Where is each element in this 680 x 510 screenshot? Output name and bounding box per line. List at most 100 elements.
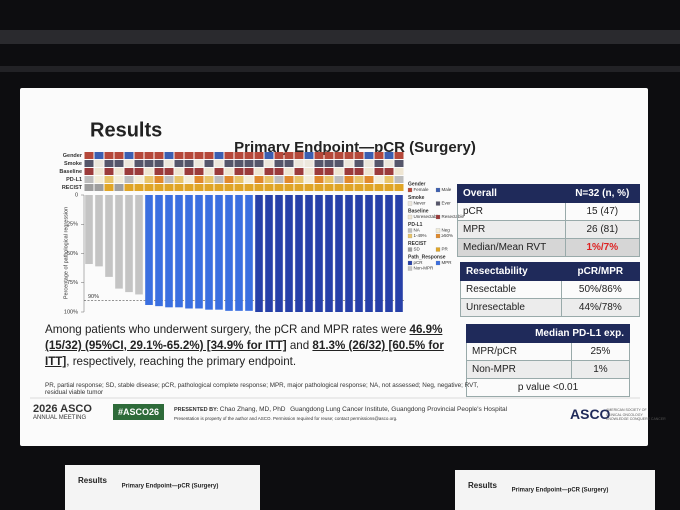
track-cell xyxy=(264,176,274,183)
track-cell xyxy=(254,152,264,159)
track-cell xyxy=(374,160,384,167)
track-cell xyxy=(344,160,354,167)
track-cell xyxy=(184,160,194,167)
bar xyxy=(235,195,243,311)
track-cell xyxy=(264,184,274,191)
legend-title: Path_Response xyxy=(408,254,446,260)
bar xyxy=(195,195,203,309)
track-cell xyxy=(114,168,124,175)
legend-swatch xyxy=(407,201,413,206)
track-cell xyxy=(304,176,314,183)
track-cell xyxy=(204,168,214,175)
y-tick-label: 75% xyxy=(67,280,78,286)
track-cell xyxy=(104,184,114,191)
legend-title: Gender xyxy=(408,181,426,187)
thumb-title: Primary Endpoint—pCR (Surgery) xyxy=(512,488,609,494)
track-cell xyxy=(84,152,94,159)
track-cell xyxy=(214,176,224,183)
cell: 50%/86% xyxy=(560,280,641,299)
track-cell xyxy=(304,168,314,175)
track-cell xyxy=(104,152,114,159)
thumb-section: Results xyxy=(78,476,107,485)
legend-swatch xyxy=(435,187,441,193)
track-cell xyxy=(274,184,284,191)
track-cell xyxy=(174,176,184,183)
cell: 26 (81) xyxy=(564,220,641,239)
track-cell xyxy=(334,168,344,175)
bar xyxy=(315,195,323,312)
track-cell xyxy=(264,168,274,175)
track-cell xyxy=(344,176,354,183)
track-cell xyxy=(334,184,344,191)
track-cell xyxy=(274,152,284,159)
track-cell xyxy=(384,168,394,175)
track-cell xyxy=(114,184,124,191)
track-cell xyxy=(174,184,184,191)
track-cell xyxy=(384,160,394,167)
track-cell xyxy=(294,176,304,183)
track-cell xyxy=(264,160,274,167)
track-cell xyxy=(114,176,124,183)
track-cell xyxy=(194,184,204,191)
text: 46.9% (15/32) (95%CI, 29.1%-65.2%) [34.9… xyxy=(45,323,443,352)
track-cell xyxy=(154,184,164,191)
legend-label: pCR xyxy=(414,260,424,265)
track-cell xyxy=(174,160,184,167)
legend-swatch xyxy=(407,187,413,193)
bar xyxy=(245,195,253,311)
text: CLINICAL ONCOLOGY xyxy=(606,412,643,417)
legend-title: Smoke xyxy=(408,195,425,201)
footnote: PR, partial response; SD, stable disease… xyxy=(45,382,479,396)
track-cell xyxy=(394,152,404,159)
text: 2026 xyxy=(33,403,58,415)
cell: 1%/7% xyxy=(564,238,641,257)
bar xyxy=(165,195,173,308)
track-cell xyxy=(304,160,314,167)
track-cell xyxy=(154,160,164,167)
thumb-title: Primary Endpoint—pCR (Surgery) xyxy=(122,484,219,490)
track-cell xyxy=(364,152,374,159)
track-cell xyxy=(344,184,354,191)
track-cell xyxy=(354,152,364,159)
track-cell xyxy=(114,160,124,167)
cell: Median/Mean RVT xyxy=(457,238,566,257)
track-cell xyxy=(234,184,244,191)
track-cell xyxy=(314,168,324,175)
track-cell xyxy=(174,152,184,159)
track-cell xyxy=(124,184,134,191)
track-cell xyxy=(204,176,214,183)
cell: MPR xyxy=(457,220,566,239)
track-cell xyxy=(344,152,354,159)
track-cell xyxy=(284,152,294,159)
track-cell xyxy=(304,184,314,191)
cell: 44%/78% xyxy=(560,298,641,317)
legend-label: Non-MPR xyxy=(414,266,435,271)
track-cell xyxy=(294,152,304,159)
cell: p value <0.01 xyxy=(466,378,630,397)
track-cell xyxy=(84,160,94,167)
track-cell xyxy=(214,168,224,175)
track-cell xyxy=(294,160,304,167)
bar xyxy=(115,195,123,289)
bar xyxy=(135,195,143,295)
bar xyxy=(335,195,343,312)
truss xyxy=(0,30,680,44)
legend-swatch xyxy=(435,247,441,252)
bar xyxy=(175,195,183,308)
resectability-table: Resectability pCR/MPR Resectable 50%/86% U… xyxy=(460,262,641,317)
track-cell xyxy=(154,152,164,159)
track-cell xyxy=(214,152,224,159)
bar xyxy=(375,195,383,312)
legend-swatch xyxy=(435,201,441,206)
track-cell xyxy=(254,176,264,183)
cell: Overall xyxy=(457,184,566,203)
track-cell xyxy=(244,160,254,167)
legend-title: PD-L1 xyxy=(408,222,423,228)
track-cell xyxy=(234,152,244,159)
track-cell xyxy=(364,168,374,175)
bar xyxy=(105,195,113,277)
legend-label: MPR xyxy=(442,260,453,265)
track-cell xyxy=(284,184,294,191)
track-cell xyxy=(284,160,294,167)
track-cell xyxy=(294,168,304,175)
